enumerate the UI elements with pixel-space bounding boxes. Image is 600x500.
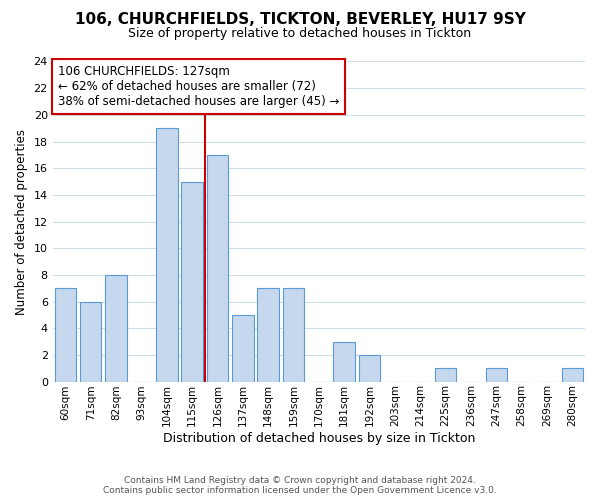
X-axis label: Distribution of detached houses by size in Tickton: Distribution of detached houses by size …: [163, 432, 475, 445]
Bar: [156, 128, 178, 382]
Bar: [232, 315, 254, 382]
Bar: [485, 368, 507, 382]
Y-axis label: Number of detached properties: Number of detached properties: [15, 128, 28, 314]
Bar: [55, 288, 76, 382]
Bar: [435, 368, 457, 382]
Bar: [105, 275, 127, 382]
Bar: [562, 368, 583, 382]
Bar: [257, 288, 279, 382]
Bar: [334, 342, 355, 382]
Bar: [283, 288, 304, 382]
Text: 106, CHURCHFIELDS, TICKTON, BEVERLEY, HU17 9SY: 106, CHURCHFIELDS, TICKTON, BEVERLEY, HU…: [74, 12, 526, 28]
Bar: [206, 155, 228, 382]
Bar: [181, 182, 203, 382]
Text: Contains HM Land Registry data © Crown copyright and database right 2024.
Contai: Contains HM Land Registry data © Crown c…: [103, 476, 497, 495]
Bar: [80, 302, 101, 382]
Bar: [359, 355, 380, 382]
Text: 106 CHURCHFIELDS: 127sqm
← 62% of detached houses are smaller (72)
38% of semi-d: 106 CHURCHFIELDS: 127sqm ← 62% of detach…: [58, 64, 340, 108]
Text: Size of property relative to detached houses in Tickton: Size of property relative to detached ho…: [128, 28, 472, 40]
